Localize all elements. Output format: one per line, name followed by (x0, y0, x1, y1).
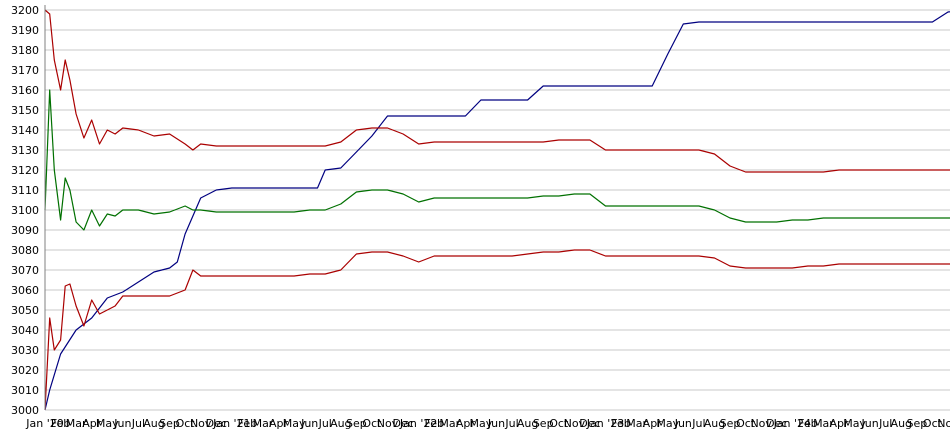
x-tick-label: Dec (392, 417, 413, 430)
x-tick-label: Feb (611, 417, 630, 430)
x-tick-label: Jan '20 (25, 417, 63, 430)
x-tick-label: Jul (318, 417, 332, 430)
y-tick-label: 3050 (11, 304, 39, 317)
y-tick-label: 3200 (11, 4, 39, 17)
x-tick-label: Dec (206, 417, 227, 430)
x-tick-label: Jun (300, 417, 318, 430)
x-tick-label: Mar (439, 417, 460, 430)
x-tick-label: Jul (878, 417, 892, 430)
x-tick-label: Sep (346, 417, 367, 430)
y-tick-label: 3000 (11, 404, 39, 417)
x-tick-label: Jul (691, 417, 705, 430)
x-tick-label: Dec (766, 417, 787, 430)
x-tick-label: Oct (549, 417, 569, 430)
y-tick-label: 3150 (11, 104, 39, 117)
series-line-1 (44, 11, 950, 411)
x-tick-label: Nov (377, 417, 399, 430)
series-line-2 (44, 9, 950, 173)
x-tick-label: Jun (487, 417, 505, 430)
x-tick-label: Mar (253, 417, 274, 430)
x-tick-label: May (470, 417, 493, 430)
x-tick-label: Jan '21 (212, 417, 250, 430)
y-tick-label: 3170 (11, 64, 39, 77)
x-tick-label: Feb (238, 417, 257, 430)
x-tick-label: Oct (923, 417, 943, 430)
y-tick-label: 3100 (11, 204, 39, 217)
x-tick-label: Sep (906, 417, 927, 430)
x-tick-label: Feb (798, 417, 817, 430)
x-tick-label: Apr (269, 417, 289, 430)
series-line-3 (44, 89, 950, 231)
x-tick-label: May (96, 417, 119, 430)
x-tick-label: Nov (750, 417, 772, 430)
y-tick-label: 3140 (11, 124, 39, 137)
y-tick-label: 3080 (11, 244, 39, 257)
x-tick-label: Nov (564, 417, 586, 430)
x-tick-label: Mar (813, 417, 834, 430)
y-tick-label: 3060 (11, 284, 39, 297)
y-tick-label: 3120 (11, 164, 39, 177)
series-lines (44, 9, 950, 411)
x-tick-label: Sep (159, 417, 180, 430)
x-tick-label: Jul (504, 417, 518, 430)
y-tick-label: 3130 (11, 144, 39, 157)
x-tick-label: May (283, 417, 306, 430)
series-line-4 (44, 249, 950, 411)
x-tick-label: Nov (937, 417, 950, 430)
x-tick-label: Aug (891, 417, 912, 430)
x-tick-label: Jul (131, 417, 145, 430)
x-tick-label: May (656, 417, 679, 430)
x-tick-label: Jan '24 (773, 417, 811, 430)
x-tick-label: Apr (456, 417, 476, 430)
x-tick-label: Oct (736, 417, 756, 430)
x-tick-label: Aug (330, 417, 351, 430)
y-tick-label: 3010 (11, 384, 39, 397)
x-tick-label: Feb (51, 417, 70, 430)
gridlines (45, 9, 950, 411)
x-tick-label: Apr (82, 417, 102, 430)
y-tick-label: 3110 (11, 184, 39, 197)
x-tick-label: Aug (517, 417, 538, 430)
y-tick-label: 3030 (11, 344, 39, 357)
y-tick-label: 3160 (11, 84, 39, 97)
x-tick-label: Jan '23 (586, 417, 624, 430)
x-tick-label: Jan '22 (399, 417, 437, 430)
y-axis-tick-labels: 3000 3010 3020 3030 3040 3050 3060 3070 3080 3090… (11, 4, 39, 417)
y-tick-label: 3020 (11, 364, 39, 377)
x-tick-label: Jun (861, 417, 879, 430)
x-tick-label: Dec (579, 417, 600, 430)
x-tick-label: Jun (113, 417, 131, 430)
x-tick-label: Jun (674, 417, 692, 430)
x-tick-label: Nov (190, 417, 212, 430)
x-tick-label: Apr (643, 417, 663, 430)
x-tick-label: Apr (830, 417, 850, 430)
x-tick-label: Mar (626, 417, 647, 430)
y-tick-label: 3190 (11, 24, 39, 37)
x-tick-label: Aug (704, 417, 725, 430)
x-tick-label: Oct (176, 417, 196, 430)
x-tick-label: Feb (424, 417, 443, 430)
y-tick-label: 3040 (11, 324, 39, 337)
y-tick-label: 3180 (11, 44, 39, 57)
x-tick-label: May (843, 417, 866, 430)
x-tick-label: Sep (720, 417, 741, 430)
x-tick-label: Sep (533, 417, 554, 430)
y-tick-label: 3070 (11, 264, 39, 277)
y-tick-label: 3090 (11, 224, 39, 237)
x-tick-label: Oct (362, 417, 382, 430)
x-tick-label: Aug (143, 417, 164, 430)
x-tick-label: Mar (66, 417, 87, 430)
